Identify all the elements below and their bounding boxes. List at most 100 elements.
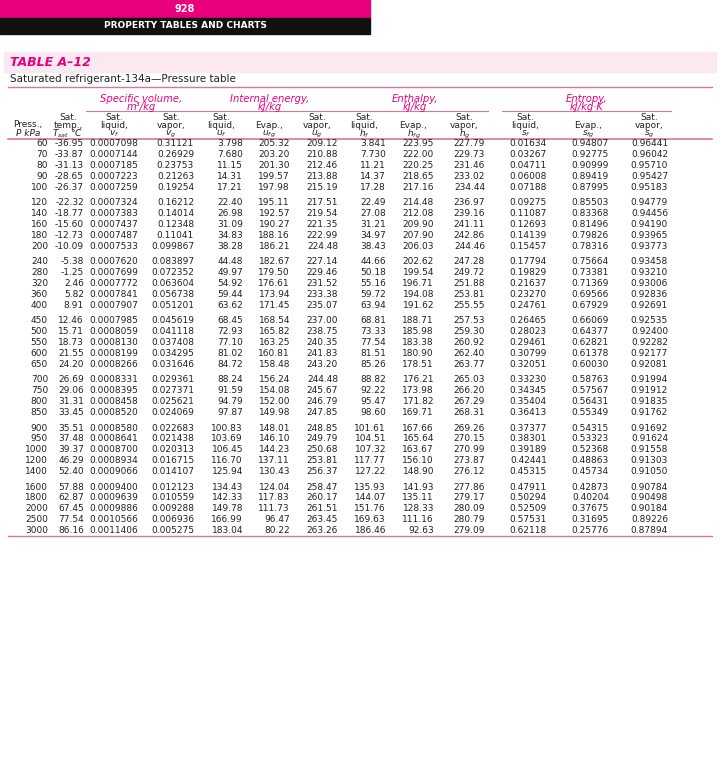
Text: 0.0007907: 0.0007907 (89, 301, 138, 310)
Text: 0.0008700: 0.0008700 (89, 445, 138, 454)
Text: 0.92836: 0.92836 (631, 290, 668, 299)
Text: 0.47911: 0.47911 (510, 483, 547, 492)
Text: -33.87: -33.87 (55, 150, 84, 159)
Text: 213.88: 213.88 (307, 172, 338, 181)
Text: 100.83: 100.83 (212, 424, 243, 433)
Text: 0.37377: 0.37377 (510, 424, 547, 433)
Text: 234.44: 234.44 (454, 183, 485, 192)
Text: 77.54: 77.54 (58, 515, 84, 524)
Text: 60: 60 (37, 139, 48, 149)
Text: 169.71: 169.71 (402, 408, 434, 417)
Text: Evap.,: Evap., (574, 121, 602, 130)
Text: 0.0008266: 0.0008266 (89, 360, 138, 368)
Text: 0.91762: 0.91762 (631, 408, 668, 417)
Text: 0.92400: 0.92400 (631, 327, 668, 337)
Text: 90: 90 (37, 172, 48, 181)
Text: Entropy,: Entropy, (566, 94, 607, 104)
Text: 227.79: 227.79 (454, 139, 485, 149)
Text: 928: 928 (175, 4, 195, 14)
Text: 33.45: 33.45 (58, 408, 84, 417)
Text: 223.95: 223.95 (402, 139, 434, 149)
Text: 320: 320 (31, 279, 48, 288)
Text: 0.03267: 0.03267 (510, 150, 547, 159)
Text: v$_g$: v$_g$ (166, 128, 176, 139)
Text: 141.93: 141.93 (402, 483, 434, 492)
Text: Saturated refrigerant-134a—Pressure table: Saturated refrigerant-134a—Pressure tabl… (10, 74, 236, 84)
Text: 750: 750 (31, 387, 48, 396)
Text: 0.60030: 0.60030 (572, 360, 609, 368)
Text: 0.90784: 0.90784 (631, 483, 668, 492)
Text: 0.0007259: 0.0007259 (89, 183, 138, 192)
Text: 0.0008934: 0.0008934 (89, 456, 138, 465)
Text: 26.69: 26.69 (58, 375, 84, 384)
Text: 0.92691: 0.92691 (631, 301, 668, 310)
Text: s$_f$: s$_f$ (521, 129, 531, 139)
Text: 215.19: 215.19 (307, 183, 338, 192)
Text: 258.47: 258.47 (307, 483, 338, 492)
Text: 68.81: 68.81 (360, 317, 386, 325)
Text: 191.62: 191.62 (402, 301, 434, 310)
Text: 0.40204: 0.40204 (572, 493, 609, 503)
Text: 0.57567: 0.57567 (572, 387, 609, 396)
Text: 116.70: 116.70 (212, 456, 243, 465)
Text: 49.97: 49.97 (217, 268, 243, 277)
Text: 12.46: 12.46 (58, 317, 84, 325)
Text: -18.77: -18.77 (55, 209, 84, 218)
Text: 31.31: 31.31 (58, 397, 84, 406)
Text: 0.07188: 0.07188 (510, 183, 547, 192)
Text: 120: 120 (31, 199, 48, 208)
Text: vapor,: vapor, (157, 121, 185, 130)
Text: 0.85503: 0.85503 (572, 199, 609, 208)
Text: 86.16: 86.16 (58, 526, 84, 535)
Text: 244.48: 244.48 (307, 375, 338, 384)
Text: 239.16: 239.16 (454, 209, 485, 218)
Text: 158.48: 158.48 (258, 360, 290, 368)
Text: 3.798: 3.798 (217, 139, 243, 149)
Text: liquid,: liquid, (100, 121, 128, 130)
Text: 7.730: 7.730 (360, 150, 386, 159)
Text: 165.82: 165.82 (258, 327, 290, 337)
Text: 180: 180 (31, 231, 48, 240)
Text: 22.40: 22.40 (217, 199, 243, 208)
Text: Sat.: Sat. (59, 112, 77, 121)
Text: 117.83: 117.83 (258, 493, 290, 503)
Text: 450: 450 (31, 317, 48, 325)
Text: 8.91: 8.91 (64, 301, 84, 310)
Text: 950: 950 (31, 434, 48, 443)
Text: 206.03: 206.03 (402, 242, 434, 251)
Text: 260.92: 260.92 (454, 338, 485, 347)
Text: 0.0007144: 0.0007144 (89, 150, 138, 159)
Text: 0.38301: 0.38301 (510, 434, 547, 443)
Text: T$_{sat}$ °C: T$_{sat}$ °C (53, 128, 84, 140)
Text: 0.0007841: 0.0007841 (89, 290, 138, 299)
Text: 0.91624: 0.91624 (631, 434, 668, 443)
Text: 0.90498: 0.90498 (631, 493, 668, 503)
Text: 62.87: 62.87 (58, 493, 84, 503)
Text: 146.10: 146.10 (258, 434, 290, 443)
Text: 219.54: 219.54 (307, 209, 338, 218)
Text: vapor,: vapor, (302, 121, 331, 130)
Text: 360: 360 (31, 290, 48, 299)
Text: 0.62118: 0.62118 (510, 526, 547, 535)
Text: 253.81: 253.81 (454, 290, 485, 299)
Text: 160: 160 (31, 220, 48, 229)
Text: 0.90999: 0.90999 (572, 161, 609, 170)
Text: 0.024069: 0.024069 (151, 408, 194, 417)
Bar (0, 18, 370, 34)
Text: 233.38: 233.38 (307, 290, 338, 299)
Text: 0.31121: 0.31121 (157, 139, 194, 149)
Text: 237.00: 237.00 (307, 317, 338, 325)
Text: 0.16212: 0.16212 (157, 199, 194, 208)
Text: 166.99: 166.99 (212, 515, 243, 524)
Text: 0.0008130: 0.0008130 (89, 338, 138, 347)
Text: Sat.: Sat. (162, 112, 180, 121)
Text: liquid,: liquid, (350, 121, 378, 130)
Text: 111.73: 111.73 (258, 504, 290, 513)
Text: 52.40: 52.40 (58, 467, 84, 476)
Text: 243.20: 243.20 (307, 360, 338, 368)
Text: 0.26929: 0.26929 (157, 150, 194, 159)
Text: -5.38: -5.38 (60, 258, 84, 267)
Text: 125.94: 125.94 (212, 467, 243, 476)
Text: 199.57: 199.57 (258, 172, 290, 181)
Text: 0.90184: 0.90184 (631, 504, 668, 513)
